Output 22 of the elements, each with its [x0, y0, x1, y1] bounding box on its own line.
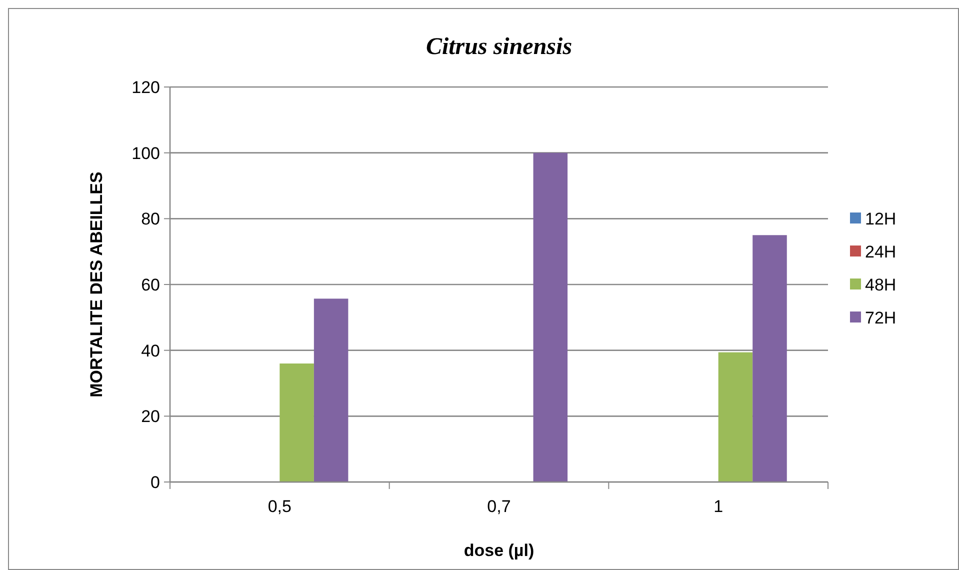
legend-label: 48H: [865, 275, 896, 294]
bar: [718, 352, 753, 482]
chart-title: Citrus sinensis: [426, 34, 572, 60]
y-tick-label: 40: [141, 341, 160, 360]
y-tick-label: 20: [141, 407, 160, 426]
x-tick-label: 1: [714, 497, 724, 516]
y-tick-label: 100: [132, 144, 160, 163]
legend-label: 12H: [865, 209, 896, 228]
x-tick-label: 0,7: [487, 497, 511, 516]
y-tick-label: 80: [141, 210, 160, 229]
bar: [314, 298, 348, 482]
y-tick-label: 120: [132, 78, 160, 97]
y-tick-label: 60: [141, 275, 160, 294]
x-axis-title: dose (µl): [464, 541, 534, 560]
legend-label: 72H: [865, 308, 896, 328]
y-tick-label: 0: [150, 472, 160, 492]
bar: [533, 152, 568, 482]
y-axis-title: MORTALITE DES ABEILLES: [87, 172, 106, 398]
bar: [280, 364, 314, 482]
bar: [752, 235, 787, 482]
x-tick-label: 0,5: [268, 497, 292, 516]
legend-label: 24H: [865, 242, 896, 262]
